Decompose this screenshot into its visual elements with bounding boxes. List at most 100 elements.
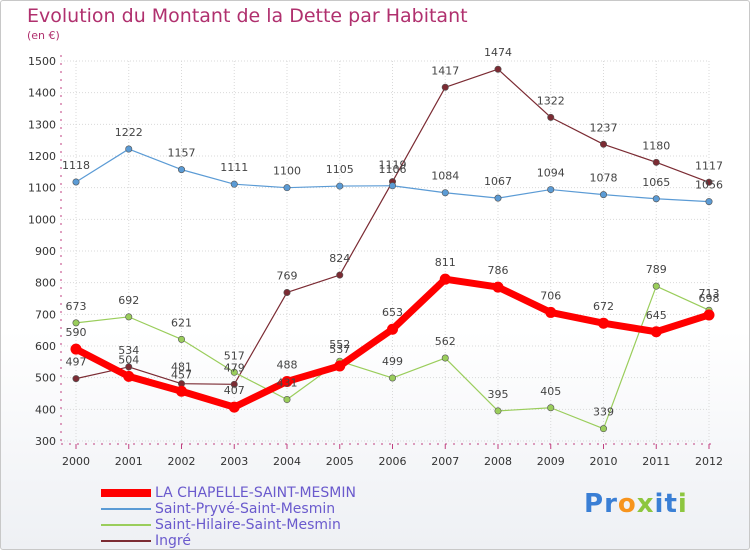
data-label: 1078 bbox=[590, 172, 618, 185]
data-point bbox=[123, 370, 135, 382]
data-point bbox=[650, 326, 662, 338]
legend-swatch bbox=[101, 489, 151, 497]
data-label: 653 bbox=[382, 306, 403, 319]
data-point bbox=[72, 178, 80, 186]
y-tick-label: 1100 bbox=[28, 182, 56, 195]
data-label: 562 bbox=[435, 335, 456, 348]
y-tick-label: 1000 bbox=[28, 213, 56, 226]
x-tick-label: 2009 bbox=[537, 455, 565, 468]
data-label: 1157 bbox=[168, 147, 196, 160]
logo-letter: t bbox=[664, 489, 678, 519]
data-label: 673 bbox=[66, 300, 87, 313]
data-point bbox=[334, 360, 346, 372]
data-label: 407 bbox=[224, 384, 245, 397]
legend-swatch bbox=[101, 540, 151, 542]
data-point bbox=[388, 374, 396, 382]
data-label: 1417 bbox=[431, 64, 459, 77]
data-label: 786 bbox=[488, 264, 509, 277]
data-point bbox=[281, 375, 293, 387]
data-label: 479 bbox=[224, 361, 245, 374]
data-label: 1065 bbox=[642, 176, 670, 189]
data-label: 1237 bbox=[590, 121, 618, 134]
x-tick-label: 2008 bbox=[484, 455, 512, 468]
series-lines bbox=[70, 65, 715, 433]
y-tick-label: 300 bbox=[35, 435, 56, 448]
data-point bbox=[441, 83, 449, 91]
data-label: 713 bbox=[699, 287, 720, 300]
data-point bbox=[439, 273, 451, 285]
data-label: 488 bbox=[277, 358, 298, 371]
data-point bbox=[125, 363, 133, 371]
data-point bbox=[705, 198, 713, 206]
data-label: 1474 bbox=[484, 46, 512, 59]
y-tick-label: 1400 bbox=[28, 87, 56, 100]
logo-letter: P bbox=[584, 489, 605, 519]
data-point bbox=[547, 113, 555, 121]
data-point bbox=[599, 140, 607, 148]
data-point bbox=[70, 343, 82, 355]
data-point bbox=[228, 401, 240, 413]
logo-letter: x bbox=[636, 489, 655, 519]
data-point bbox=[388, 182, 396, 190]
x-tick-label: 2005 bbox=[326, 455, 354, 468]
data-point bbox=[176, 385, 187, 397]
data-point bbox=[441, 354, 449, 362]
data-label: 497 bbox=[66, 356, 87, 369]
legend-swatch bbox=[101, 524, 151, 526]
x-tick-label: 2000 bbox=[62, 455, 90, 468]
data-label: 1106 bbox=[379, 163, 407, 176]
data-label: 1084 bbox=[431, 170, 459, 183]
legend-label: Saint-Hilaire-Saint-Mesmin bbox=[155, 517, 341, 533]
data-label: 1105 bbox=[326, 163, 354, 176]
data-label: 517 bbox=[224, 349, 245, 362]
data-point bbox=[703, 309, 715, 321]
data-label: 698 bbox=[699, 292, 720, 305]
data-label: 590 bbox=[66, 326, 87, 339]
data-point bbox=[441, 189, 449, 197]
data-point bbox=[230, 380, 238, 388]
logo-letter: o bbox=[617, 489, 637, 519]
x-tick-label: 2011 bbox=[642, 455, 670, 468]
data-label: 395 bbox=[488, 388, 509, 401]
data-label: 1100 bbox=[273, 165, 301, 178]
data-label: 481 bbox=[171, 361, 192, 374]
data-label: 1056 bbox=[695, 179, 723, 192]
grid bbox=[61, 60, 710, 442]
data-label: 431 bbox=[277, 377, 298, 390]
legend-label: Saint-Pryvé-Saint-Mesmin bbox=[155, 501, 336, 517]
data-point bbox=[336, 271, 344, 279]
y-tick-label: 600 bbox=[35, 340, 56, 353]
chart-subtitle: (en €) bbox=[27, 29, 60, 42]
data-label: 1117 bbox=[695, 159, 723, 172]
data-label: 824 bbox=[329, 252, 350, 265]
x-tick-label: 2004 bbox=[273, 455, 301, 468]
data-label: 534 bbox=[118, 344, 139, 357]
data-point bbox=[494, 407, 502, 415]
x-tick-label: 2010 bbox=[590, 455, 618, 468]
y-tick-label: 700 bbox=[35, 308, 56, 321]
logo-letter: r bbox=[604, 489, 618, 519]
legend-swatch bbox=[101, 508, 151, 510]
data-label: 405 bbox=[540, 385, 561, 398]
x-tick-label: 2012 bbox=[695, 455, 723, 468]
data-label: 1067 bbox=[484, 175, 512, 188]
data-point bbox=[599, 425, 607, 433]
data-point bbox=[545, 306, 557, 318]
data-point bbox=[492, 281, 504, 293]
data-label: 706 bbox=[540, 289, 561, 302]
data-point bbox=[494, 65, 502, 73]
data-point bbox=[547, 404, 555, 412]
chart-title: Evolution du Montant de la Dette par Hab… bbox=[27, 5, 468, 27]
data-label: 1118 bbox=[62, 159, 90, 172]
data-label: 769 bbox=[277, 269, 298, 282]
data-label: 1322 bbox=[537, 94, 565, 107]
data-point bbox=[494, 194, 502, 202]
data-point bbox=[387, 323, 398, 335]
data-label: 1111 bbox=[220, 161, 248, 174]
y-tick-label: 900 bbox=[35, 245, 56, 258]
data-point bbox=[598, 317, 609, 329]
data-label: 811 bbox=[435, 256, 456, 269]
x-tick-label: 2001 bbox=[115, 455, 143, 468]
